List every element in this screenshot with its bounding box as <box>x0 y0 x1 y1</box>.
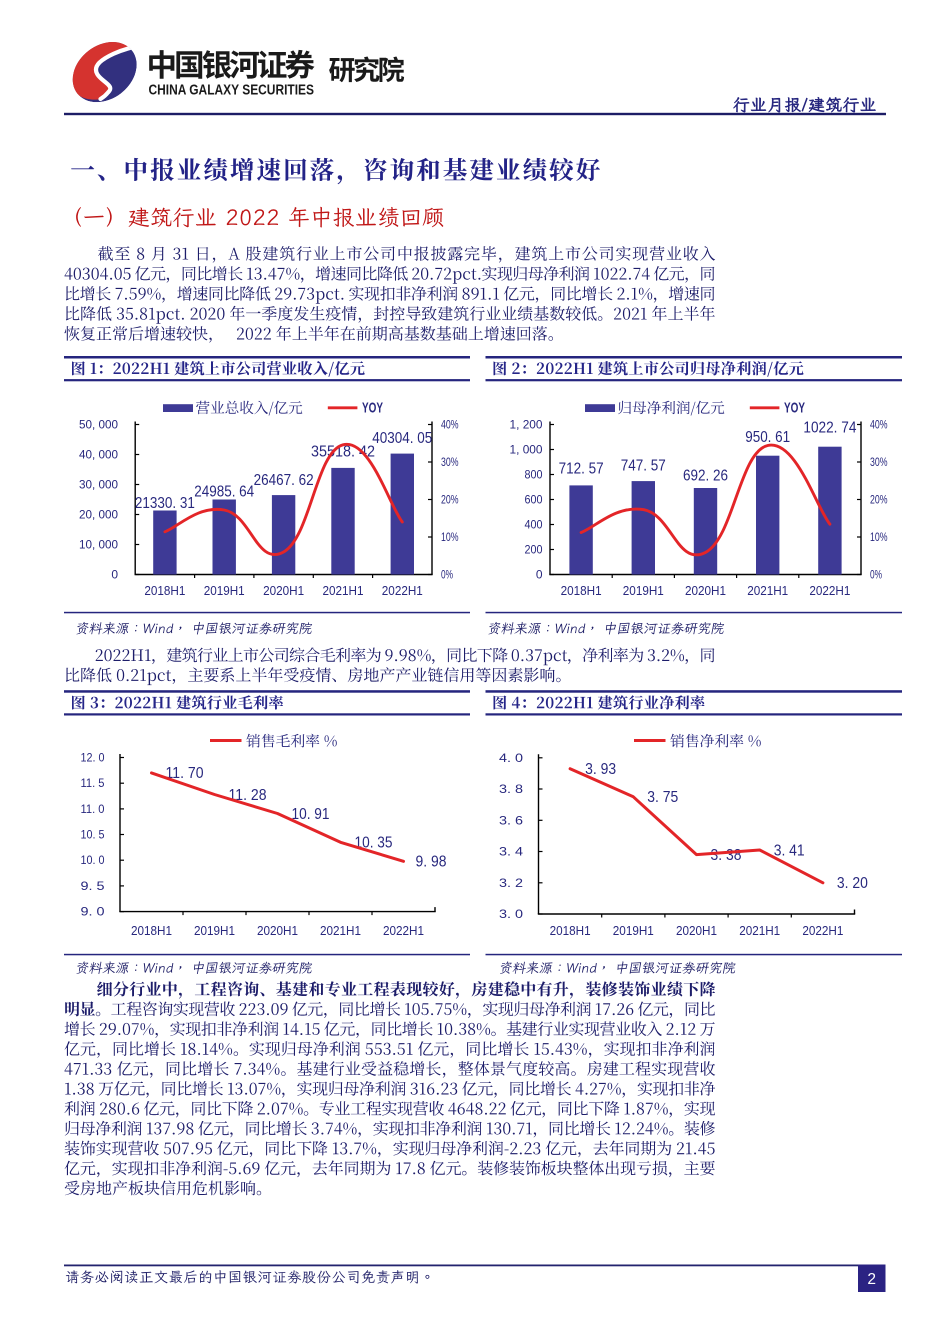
svg-text:0%: 0% <box>870 568 882 582</box>
svg-text:20, 000: 20, 000 <box>79 508 118 522</box>
svg-text:30, 000: 30, 000 <box>79 478 118 492</box>
svg-text:0: 0 <box>536 568 543 582</box>
svg-text:9. 98: 9. 98 <box>416 854 447 871</box>
svg-text:2019H1: 2019H1 <box>623 583 664 598</box>
svg-text:11. 28: 11. 28 <box>229 787 267 804</box>
svg-text:24985. 64: 24985. 64 <box>194 483 254 500</box>
svg-text:2022H1: 2022H1 <box>383 923 424 938</box>
svg-text:600: 600 <box>525 493 543 507</box>
svg-text:10. 5: 10. 5 <box>81 828 105 842</box>
svg-text:2019H1: 2019H1 <box>194 923 235 938</box>
svg-text:12. 0: 12. 0 <box>81 751 105 765</box>
svg-text:10. 35: 10. 35 <box>355 835 393 852</box>
svg-text:2021H1: 2021H1 <box>320 923 361 938</box>
svg-text:2019H1: 2019H1 <box>204 583 245 598</box>
svg-text:10, 000: 10, 000 <box>79 538 118 552</box>
svg-text:3. 20: 3. 20 <box>837 875 868 892</box>
svg-text:3. 75: 3. 75 <box>647 789 678 806</box>
svg-text:747. 57: 747. 57 <box>621 458 666 475</box>
svg-text:3. 2: 3. 2 <box>499 876 523 890</box>
svg-text:1, 000: 1, 000 <box>510 443 543 457</box>
svg-text:1022. 74: 1022. 74 <box>803 420 856 437</box>
svg-text:2018H1: 2018H1 <box>550 923 591 938</box>
svg-text:10. 91: 10. 91 <box>292 806 330 823</box>
svg-text:2020H1: 2020H1 <box>676 923 717 938</box>
svg-text:11. 5: 11. 5 <box>81 776 105 790</box>
svg-text:2022H1: 2022H1 <box>382 583 423 598</box>
svg-text:0: 0 <box>111 568 118 582</box>
svg-text:692. 26: 692. 26 <box>683 468 728 485</box>
svg-text:YOY: YOY <box>362 401 383 417</box>
svg-text:3. 4: 3. 4 <box>499 845 523 859</box>
svg-text:712. 57: 712. 57 <box>559 460 604 477</box>
svg-text:9. 5: 9. 5 <box>81 879 105 893</box>
svg-text:2021H1: 2021H1 <box>323 583 364 598</box>
svg-text:10%: 10% <box>441 530 459 544</box>
svg-text:30%: 30% <box>870 455 888 469</box>
svg-text:200: 200 <box>525 543 543 557</box>
svg-text:1, 200: 1, 200 <box>510 418 543 432</box>
svg-text:2022H1: 2022H1 <box>802 923 843 938</box>
svg-text:2019H1: 2019H1 <box>613 923 654 938</box>
svg-text:2022H1: 2022H1 <box>809 583 850 598</box>
svg-text:YOY: YOY <box>784 401 805 417</box>
svg-text:400: 400 <box>525 518 543 532</box>
svg-text:2020H1: 2020H1 <box>257 923 298 938</box>
svg-text:40%: 40% <box>441 418 459 432</box>
svg-text:2: 2 <box>867 1271 876 1288</box>
svg-text:26467. 62: 26467. 62 <box>254 472 314 489</box>
svg-text:2020H1: 2020H1 <box>685 583 726 598</box>
svg-text:40304. 05: 40304. 05 <box>372 430 432 447</box>
svg-text:11. 70: 11. 70 <box>166 765 204 782</box>
svg-text:2020H1: 2020H1 <box>263 583 304 598</box>
svg-text:2018H1: 2018H1 <box>131 923 172 938</box>
svg-text:20%: 20% <box>441 493 459 507</box>
svg-text:10%: 10% <box>870 530 888 544</box>
svg-text:30%: 30% <box>441 455 459 469</box>
svg-text:40%: 40% <box>870 418 888 432</box>
svg-text:10. 0: 10. 0 <box>81 853 105 867</box>
svg-text:2021H1: 2021H1 <box>747 583 788 598</box>
svg-text:3. 0: 3. 0 <box>499 907 523 921</box>
svg-text:2018H1: 2018H1 <box>561 583 602 598</box>
svg-text:4. 0: 4. 0 <box>499 751 523 765</box>
svg-text:800: 800 <box>525 468 543 482</box>
svg-text:9. 0: 9. 0 <box>81 905 105 919</box>
svg-text:20%: 20% <box>870 493 888 507</box>
svg-text:2018H1: 2018H1 <box>144 583 185 598</box>
svg-text:3. 38: 3. 38 <box>711 847 742 864</box>
svg-text:2021H1: 2021H1 <box>739 923 780 938</box>
svg-text:950. 61: 950. 61 <box>745 429 790 446</box>
svg-text:CHINA GALAXY SECURITIES: CHINA GALAXY SECURITIES <box>149 82 315 99</box>
svg-text:50, 000: 50, 000 <box>79 418 118 432</box>
svg-text:3. 41: 3. 41 <box>774 842 805 859</box>
svg-text:40, 000: 40, 000 <box>79 448 118 462</box>
svg-text:3. 8: 3. 8 <box>499 782 523 796</box>
svg-text:3. 93: 3. 93 <box>585 761 616 778</box>
svg-text:0%: 0% <box>441 568 453 582</box>
svg-text:21330. 31: 21330. 31 <box>135 495 195 512</box>
svg-text:11. 0: 11. 0 <box>81 802 105 816</box>
svg-text:3. 6: 3. 6 <box>499 813 523 827</box>
